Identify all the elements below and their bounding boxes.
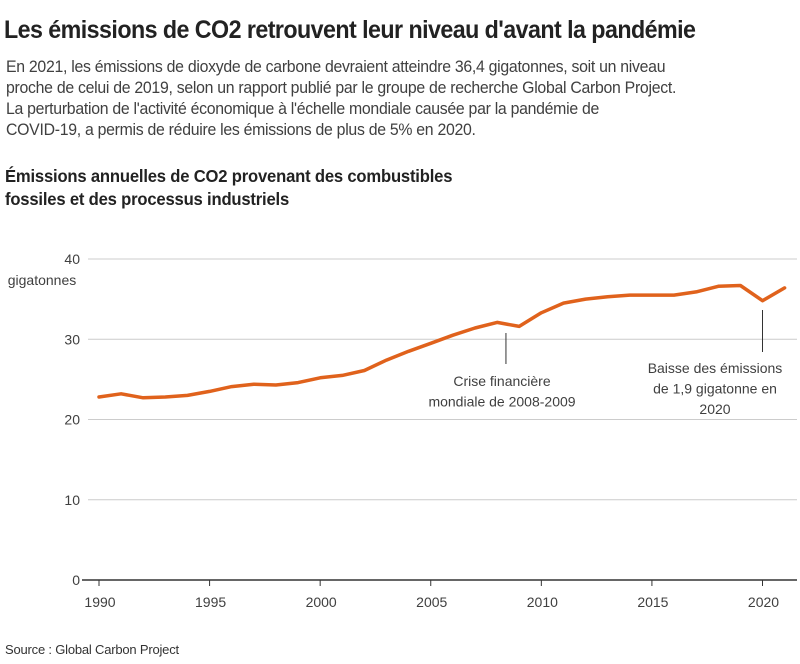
chart-title-line: Émissions annuelles de CO2 provenant des… — [5, 166, 453, 186]
subtitle-line: proche de celui de 2019, selon un rappor… — [6, 79, 677, 97]
x-tick-label: 2015 — [637, 594, 668, 610]
annotations: Crise financière mondiale de 2008-2009 Bai… — [428, 310, 782, 417]
x-tick-label: 1995 — [195, 594, 226, 610]
chart-title-line: fossiles et des processus industriels — [5, 189, 290, 209]
annotation-text: de 1,9 gigatonne en — [653, 381, 777, 397]
subtitle-line: En 2021, les émissions de dioxyde de car… — [6, 58, 666, 76]
chart-title: Émissions annuelles de CO2 provenant des… — [5, 165, 452, 211]
page-title: Les émissions de CO2 retrouvent leur niv… — [4, 16, 696, 44]
subtitle: En 2021, les émissions de dioxyde de car… — [6, 57, 774, 141]
annotation-text: 2020 — [699, 401, 730, 417]
x-tick-label: 2020 — [748, 594, 779, 610]
x-tick-label: 2000 — [306, 594, 337, 610]
annotation-text: Baisse des émissions — [648, 360, 783, 376]
x-axis: 1990 1995 2000 2005 2010 2015 2020 — [82, 579, 797, 610]
x-tick-label: 2005 — [416, 594, 447, 610]
y-tick-label: 0 — [72, 572, 80, 588]
source-note: Source : Global Carbon Project — [5, 642, 179, 657]
y-axis: 0 10 20 30 40 — [64, 251, 80, 588]
gridlines — [88, 258, 797, 501]
x-tick-label: 2010 — [527, 594, 558, 610]
y-tick-label: 20 — [64, 412, 80, 428]
subtitle-line: La perturbation de l'activité économique… — [6, 100, 599, 118]
series — [97, 283, 787, 400]
y-tick-label: 30 — [64, 331, 80, 347]
series-line — [97, 283, 787, 400]
annotation-text: mondiale de 2008-2009 — [428, 394, 575, 410]
subtitle-line: COVID-19, a permis de réduire les émissi… — [6, 121, 476, 139]
x-tick-label: 1990 — [84, 594, 115, 610]
annotation-text: Crise financière — [453, 373, 550, 389]
y-axis-label: gigatonnes — [8, 272, 77, 288]
y-tick-label: 40 — [64, 251, 80, 267]
y-tick-label: 10 — [64, 492, 80, 508]
